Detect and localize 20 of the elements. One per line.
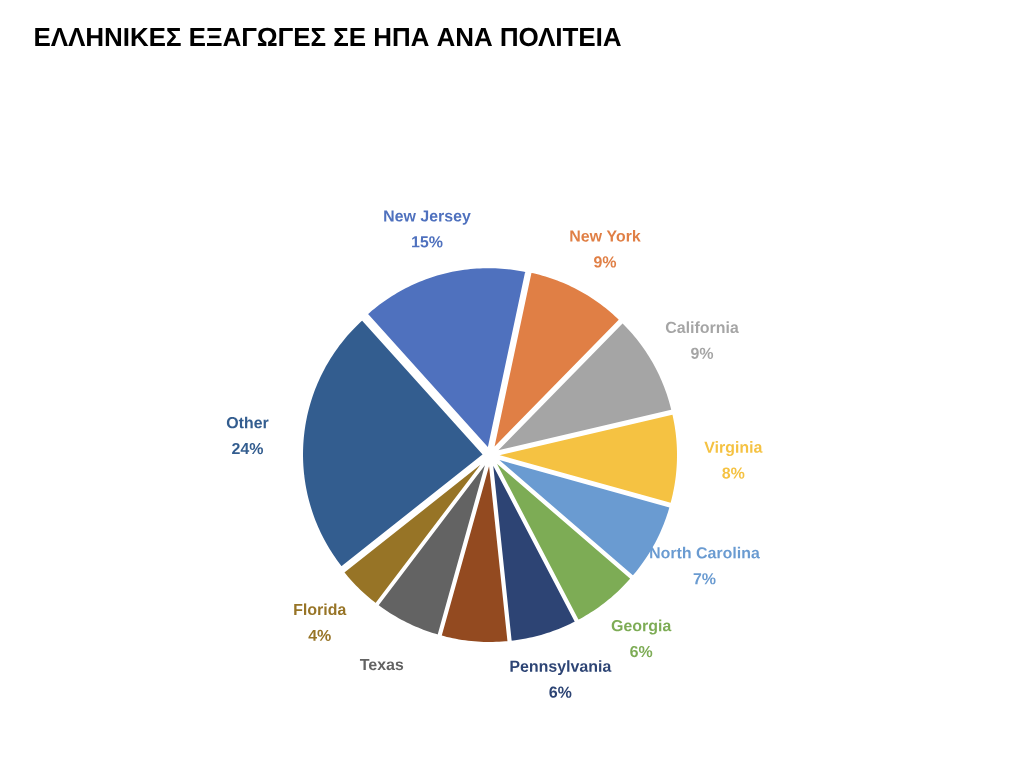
slice-label: Texas — [359, 659, 404, 671]
slice-label: New York — [570, 229, 641, 242]
data-label: 8% — [722, 467, 745, 479]
data-label: 9% — [691, 347, 714, 359]
data-label: 24% — [232, 442, 264, 455]
slice-label: California — [665, 321, 739, 334]
slice-label: Other — [226, 416, 269, 429]
data-label: 6% — [630, 645, 653, 658]
data-label: 4% — [308, 629, 331, 641]
slice-label: Georgia — [611, 619, 672, 635]
slice-label: Virginia — [704, 441, 763, 457]
slice-label: Florida — [294, 603, 347, 616]
data-label: 7% — [693, 573, 716, 585]
data-label: 15% — [412, 236, 443, 248]
slice-label: Pennsylvania — [510, 660, 612, 676]
chart-title: ΕΛΛΗΝΙΚΕΣ ΕΞΑΓΩΓΕΣ ΣΕ ΗΠΑ ΑΝΑ ΠΟΛΙΤΕΙΑ — [35, 27, 621, 47]
slice-label: North Carolina — [650, 546, 760, 559]
slice-label: New Jersey — [384, 210, 471, 225]
data-label: 9% — [594, 256, 617, 268]
data-label: 6% — [549, 686, 572, 698]
